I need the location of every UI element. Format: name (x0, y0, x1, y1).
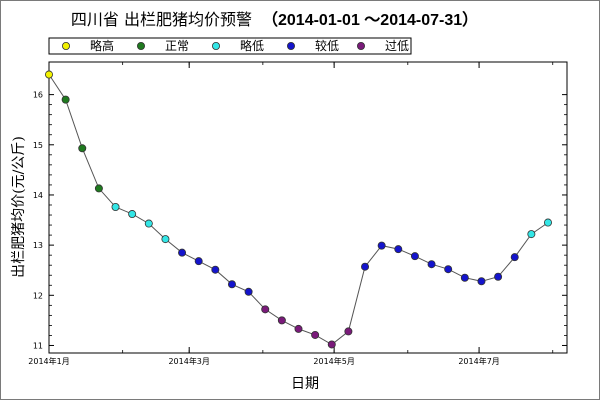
legend-marker-lh (62, 42, 71, 51)
data-point-jd (460, 273, 469, 282)
legend-label-zc: 正常 (165, 39, 189, 53)
legend-label-ld: 略低 (240, 38, 264, 53)
data-point-jd (494, 272, 503, 281)
legend-marker-ld (211, 42, 220, 51)
data-point-zc (94, 184, 103, 193)
data-point-jd (194, 257, 203, 266)
legend-label-jd: 较低 (315, 38, 339, 53)
chart-title-date-range: （2014-01-01 ～2014-07-31） (262, 11, 478, 29)
data-point-jd (510, 253, 519, 262)
x-axis-title: 日期 (291, 376, 319, 392)
data-point-ld (111, 202, 120, 211)
data-point-jd (227, 280, 236, 289)
data-point-jd (477, 277, 486, 286)
y-tick-label: 14 (33, 191, 43, 200)
x-tick-label: 2014年3月 (168, 356, 209, 366)
data-point-jd (244, 287, 253, 296)
data-point-jd (410, 252, 419, 261)
x-axis: 2014年1月 2014年3月 2014年5月 2014年7月 (28, 62, 554, 366)
data-point-jd (427, 260, 436, 269)
data-point-jd (211, 265, 220, 274)
legend-label-gd: 过低 (385, 39, 409, 53)
y-tick-label: 12 (33, 291, 43, 300)
data-point-jd (361, 262, 370, 271)
y-tick-label: 11 (33, 341, 43, 350)
y-tick-label: 13 (33, 241, 43, 250)
y-tick-label: 16 (33, 91, 43, 100)
chart-title: 四川省 出栏肥猪均价预警 (71, 10, 252, 29)
data-point-gd (294, 324, 303, 333)
data-point-ld (128, 210, 137, 219)
data-point-gd (344, 327, 353, 336)
data-point-ld (161, 235, 170, 244)
data-point-gd (311, 330, 320, 339)
legend-marker-zc (136, 42, 145, 51)
data-point-gd (261, 305, 270, 314)
price-series (45, 70, 552, 349)
y-axis: 11 12 13 14 15 16 (33, 91, 567, 350)
legend-marker-gd (356, 42, 365, 51)
plot-area (48, 61, 568, 354)
data-point-jd (377, 241, 386, 250)
data-point-zc (78, 144, 87, 153)
data-point-ld (527, 230, 536, 239)
legend: 略高 正常 略低 较低 过低 (48, 37, 412, 55)
x-tick-label: 2014年1月 (28, 356, 69, 366)
x-tick-label: 2014年5月 (313, 356, 354, 366)
data-point-gd (277, 316, 286, 325)
data-point-jd (444, 265, 453, 274)
legend-label-lh: 略高 (90, 38, 114, 53)
plot-border (48, 61, 568, 354)
data-point-zc (61, 95, 70, 104)
x-tick-label: 2014年7月 (458, 356, 499, 366)
data-point-gd (327, 340, 336, 349)
legend-marker-jd (286, 42, 295, 51)
data-point-ld (543, 218, 552, 227)
y-axis-title: 出栏肥猪均价(元/公斤) (11, 136, 27, 278)
data-point-ld (144, 219, 153, 228)
data-point-jd (394, 245, 403, 254)
data-point-jd (178, 248, 187, 257)
legend-box (48, 37, 412, 55)
data-point-lh (45, 70, 54, 79)
y-tick-label: 15 (33, 141, 43, 150)
